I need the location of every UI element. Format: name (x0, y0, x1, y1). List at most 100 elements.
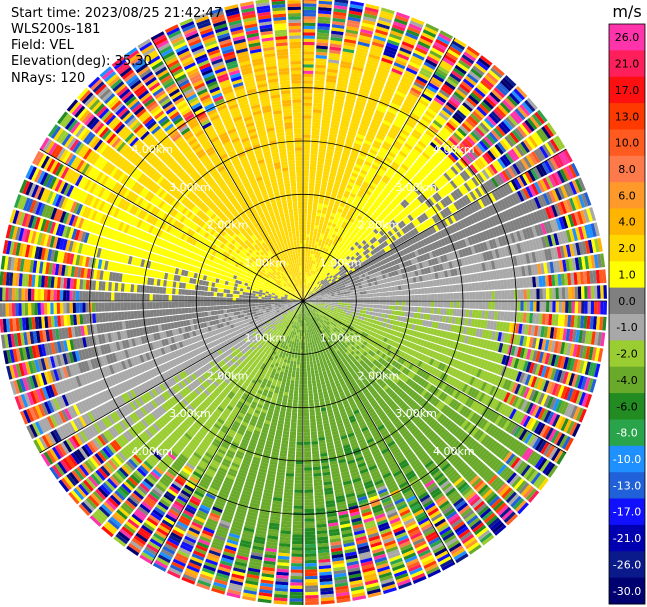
velocity-gate (337, 168, 345, 173)
velocity-gate (303, 67, 314, 71)
velocity-gate (318, 7, 332, 12)
velocity-gate (323, 168, 330, 173)
velocity-gate (488, 301, 492, 310)
velocity-gate (309, 280, 312, 284)
velocity-gate (307, 221, 311, 225)
velocity-gate (312, 125, 321, 129)
velocity-gate (424, 294, 428, 301)
velocity-gate (388, 310, 393, 315)
velocity-gate (394, 18, 408, 26)
velocity-gate (316, 235, 320, 240)
velocity-gate (305, 275, 307, 279)
velocity-gate (437, 301, 441, 308)
velocity-gate (326, 149, 334, 154)
velocity-gate (325, 158, 332, 164)
velocity-gate (325, 81, 336, 86)
velocity-gate (354, 298, 358, 301)
velocity-gate (309, 237, 313, 241)
velocity-gate (568, 286, 572, 300)
velocity-gate (315, 258, 319, 263)
velocity-gate (549, 287, 553, 300)
velocity-gate (330, 226, 335, 231)
velocity-gate (327, 62, 339, 67)
velocity-gate (313, 106, 322, 110)
velocity-gate (321, 180, 328, 185)
velocity-gate (364, 314, 369, 318)
velocity-gate (303, 237, 306, 241)
velocity-gate (322, 247, 326, 252)
velocity-gate (343, 307, 348, 310)
velocity-gate (341, 296, 345, 299)
velocity-gate (335, 144, 344, 150)
velocity-gate (319, 236, 324, 240)
velocity-gate (359, 124, 369, 131)
velocity-gate (318, 10, 332, 15)
velocity-gate (603, 301, 607, 315)
velocity-gate (530, 301, 534, 312)
velocity-gate (308, 201, 313, 206)
velocity-gate (327, 208, 332, 213)
velocity-gate (346, 26, 359, 32)
velocity-gate (322, 226, 327, 231)
velocity-gate (372, 289, 377, 294)
velocity-gate (314, 80, 325, 85)
velocity-gate (309, 166, 317, 171)
velocity-gate (361, 22, 375, 29)
velocity-gate (471, 309, 476, 318)
velocity-gate (446, 308, 450, 316)
velocity-gate (307, 272, 309, 276)
velocity-gate (340, 60, 352, 66)
velocity-gate (311, 131, 320, 136)
velocity-gate (306, 275, 309, 280)
velocity-gate (568, 301, 572, 314)
velocity-gate (332, 111, 342, 116)
velocity-gate (347, 303, 351, 306)
velocity-gate (312, 237, 316, 242)
velocity-gate (307, 214, 312, 219)
velocity-gate (526, 301, 531, 312)
velocity-gate (341, 116, 351, 122)
velocity-gate (314, 254, 318, 259)
velocity-gate (584, 301, 588, 314)
velocity-gate (329, 229, 334, 234)
velocity-gate (303, 118, 312, 122)
velocity-gate (310, 163, 317, 168)
velocity-gate (398, 306, 403, 311)
velocity-gate (303, 217, 307, 222)
velocity-gate (314, 189, 320, 194)
velocity-gate (357, 303, 361, 307)
velocity-gate (312, 122, 321, 126)
velocity-gate (307, 217, 312, 222)
velocity-gate (318, 0, 333, 2)
velocity-gate (373, 293, 377, 297)
velocity-gate (395, 305, 399, 311)
velocity-gate (344, 305, 348, 308)
velocity-gate (339, 161, 347, 167)
velocity-gate (303, 294, 304, 298)
velocity-gate (303, 64, 314, 68)
velocity-gate (378, 288, 383, 293)
velocity-gate (331, 120, 340, 126)
velocity-gate (305, 278, 307, 282)
velocity-gate (331, 223, 337, 228)
velocity-gate (389, 33, 402, 41)
velocity-gate (316, 42, 329, 47)
velocity-gate (305, 282, 307, 286)
velocity-gate (314, 268, 318, 272)
velocity-gate (490, 310, 495, 320)
velocity-gate (304, 275, 306, 279)
velocity-gate (369, 50, 382, 57)
velocity-gate (345, 286, 350, 290)
velocity-gate (405, 295, 409, 301)
velocity-gate (371, 88, 382, 95)
velocity-gate (344, 303, 348, 306)
velocity-gate (542, 288, 547, 300)
velocity-gate (359, 291, 364, 295)
velocity-gate (308, 279, 310, 283)
velocity-gate (313, 102, 323, 107)
velocity-gate (587, 285, 591, 299)
velocity-gate (329, 215, 335, 221)
velocity-gate (375, 308, 380, 313)
velocity-gate (546, 301, 550, 313)
velocity-gate (376, 106, 387, 114)
